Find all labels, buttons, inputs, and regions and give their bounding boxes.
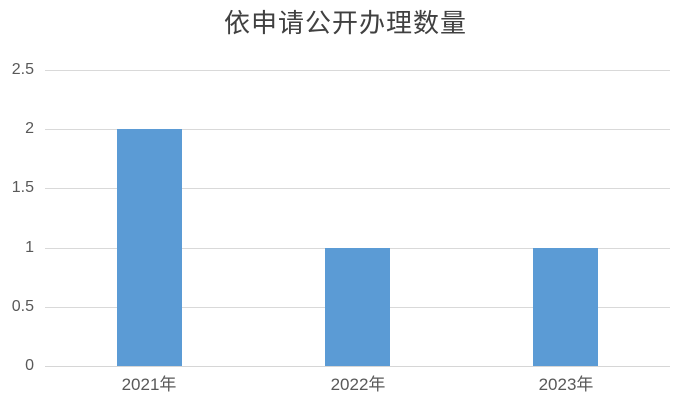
x-tick-label: 2021年 [121, 375, 177, 394]
y-tick-label: 0.5 [11, 298, 34, 315]
gridline [45, 188, 670, 189]
gridline [45, 70, 670, 71]
chart-title: 依申请公开办理数量 [223, 9, 467, 39]
bar [117, 129, 182, 366]
y-tick-label: 1.5 [11, 179, 34, 196]
y-tick-label: 2.5 [11, 61, 34, 78]
x-tick-label: 2022年 [330, 375, 386, 394]
bar [533, 248, 598, 366]
gridline [45, 129, 670, 130]
x-tick-label: 2023年 [538, 375, 594, 394]
bar [325, 248, 390, 366]
y-tick-label: 2 [25, 120, 34, 137]
x-axis-line [45, 366, 670, 367]
y-tick-label: 0 [25, 357, 34, 374]
y-tick-label: 1 [25, 239, 34, 256]
